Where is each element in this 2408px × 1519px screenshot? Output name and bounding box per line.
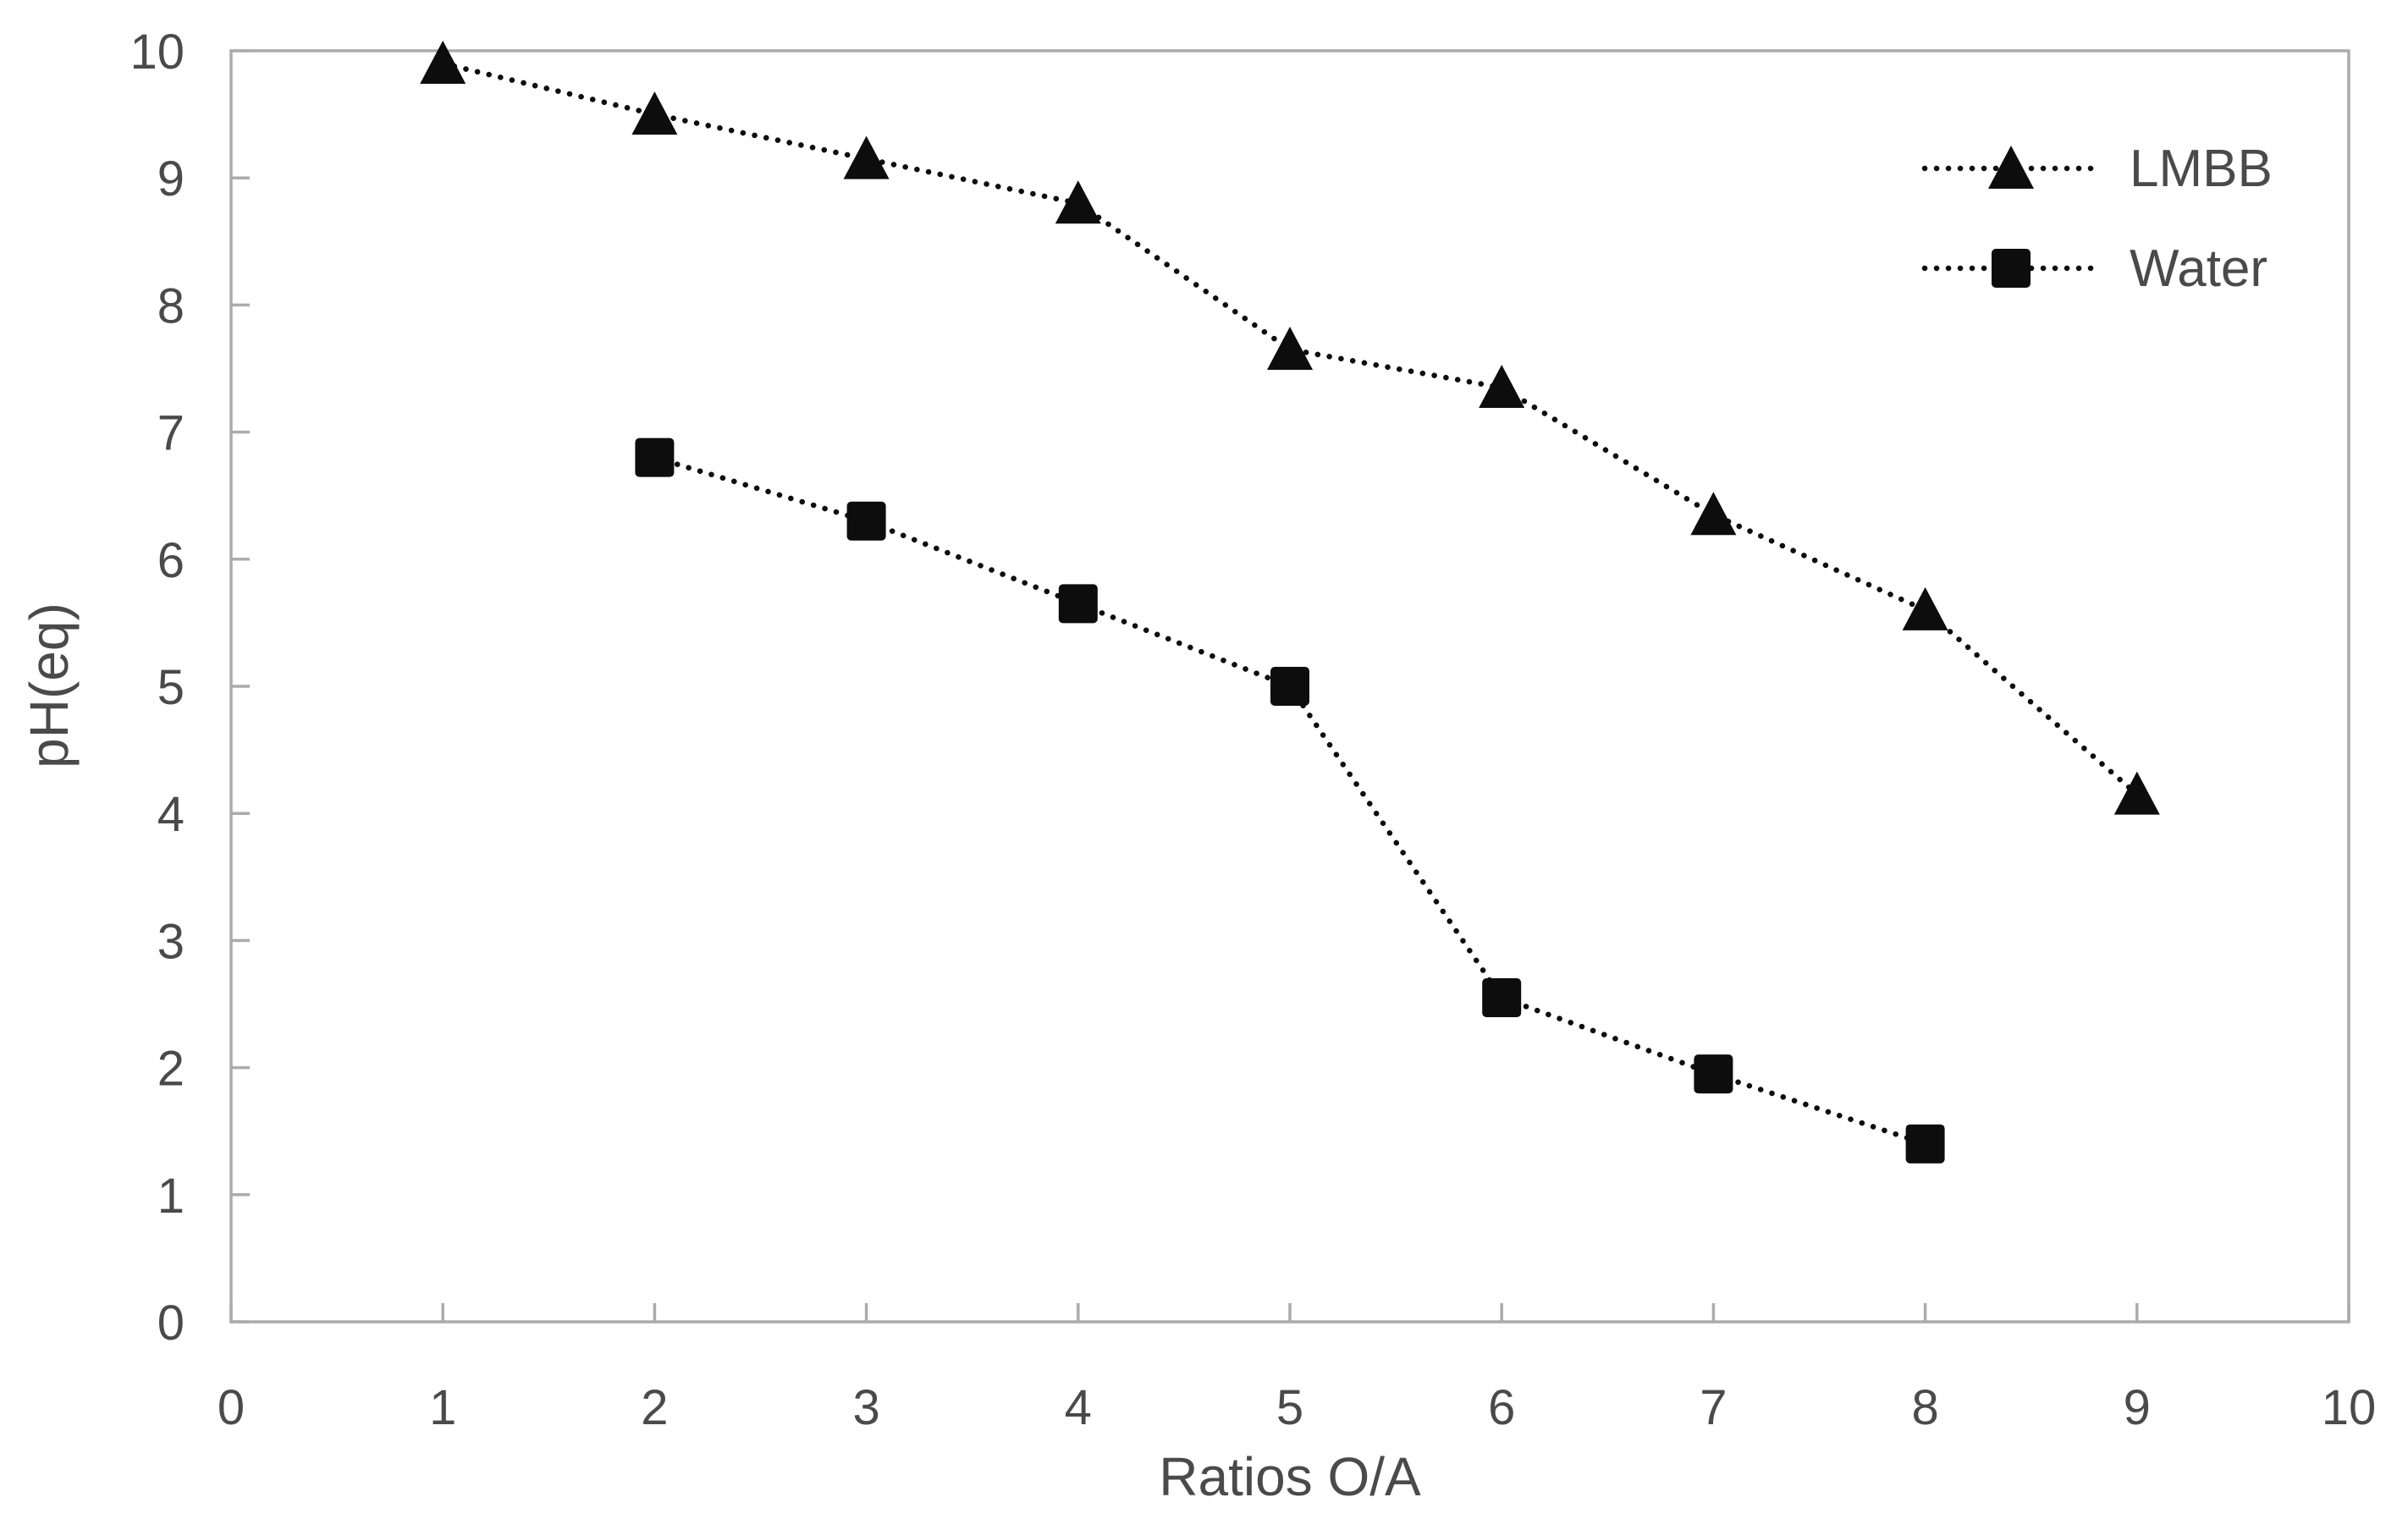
x-tick-label: 0: [218, 1380, 245, 1435]
water-marker-square: [1694, 1054, 1733, 1094]
water-marker-square: [1270, 667, 1309, 706]
x-tick-label: 10: [2322, 1380, 2377, 1435]
water-marker-square: [1905, 1124, 1945, 1164]
x-tick-label: 9: [2124, 1380, 2151, 1435]
y-tick-label: 7: [157, 406, 185, 461]
water-dotted-line-square-marker-icon: [1921, 249, 2101, 288]
y-tick-label: 2: [157, 1042, 185, 1097]
y-tick-label: 5: [157, 660, 185, 715]
water-marker-square: [1058, 584, 1098, 624]
water-series-line: [652, 454, 1928, 1147]
x-tick-label: 8: [1911, 1380, 1938, 1435]
x-tick-label: 4: [1065, 1380, 1092, 1435]
x-axis-tick-labels: 0 1 2 3 4 5 6 7 8 9 10: [218, 1380, 2376, 1435]
y-tick-label: 3: [157, 914, 185, 969]
legend-square-marker: [1992, 249, 2031, 288]
lmbb-marker-triangle: [1055, 180, 1101, 224]
y-tick-label: 10: [129, 25, 185, 80]
lmbb-marker-triangle: [631, 91, 678, 135]
y-tick-label: 1: [157, 1169, 185, 1224]
y-tick-label: 0: [157, 1296, 185, 1351]
y-axis-title: pH(eq): [19, 603, 80, 768]
water-marker-square: [846, 501, 886, 541]
lmbb-marker-triangle: [843, 135, 890, 179]
lmbb-dotted-line-triangle-marker-icon: [1921, 146, 2101, 189]
water-series: [635, 438, 1945, 1164]
lmbb-marker-triangle: [1267, 326, 1313, 370]
x-tick-label: 6: [1488, 1380, 1515, 1435]
water-marker-square: [1482, 977, 1522, 1017]
legend-triangle-marker: [1988, 146, 2034, 189]
y-axis-tick-labels: 0 1 2 3 4 5 6 7 8 9 10: [129, 25, 185, 1351]
legend-item-lmbb: LMBB: [1921, 118, 2273, 218]
y-tick-label: 9: [157, 151, 185, 206]
lmbb-marker-triangle: [420, 41, 466, 85]
x-axis-ticks: [229, 1303, 2350, 1322]
y-tick-label: 4: [157, 787, 185, 842]
y-tick-label: 6: [157, 533, 185, 588]
x-tick-label: 7: [1700, 1380, 1727, 1435]
lmbb-marker-triangle: [1479, 365, 1525, 409]
legend-label-lmbb: LMBB: [2130, 139, 2273, 198]
x-tick-label: 2: [641, 1380, 668, 1435]
y-tick-label: 8: [157, 278, 185, 333]
x-tick-label: 3: [852, 1380, 879, 1435]
lmbb-marker-triangle: [2113, 771, 2160, 815]
x-axis-title: Ratios O/A: [1159, 1446, 1421, 1507]
x-tick-label: 5: [1276, 1380, 1303, 1435]
lmbb-series: [420, 41, 2160, 815]
legend: LMBB Water: [1921, 118, 2273, 318]
water-marker-square: [635, 438, 675, 477]
x-tick-label: 1: [429, 1380, 456, 1435]
y-axis-ticks: [231, 49, 250, 1324]
lmbb-marker-triangle: [1690, 492, 1737, 536]
legend-label-water: Water: [2130, 239, 2268, 298]
lmbb-marker-triangle: [1902, 586, 1948, 630]
legend-item-water: Water: [1921, 218, 2273, 318]
